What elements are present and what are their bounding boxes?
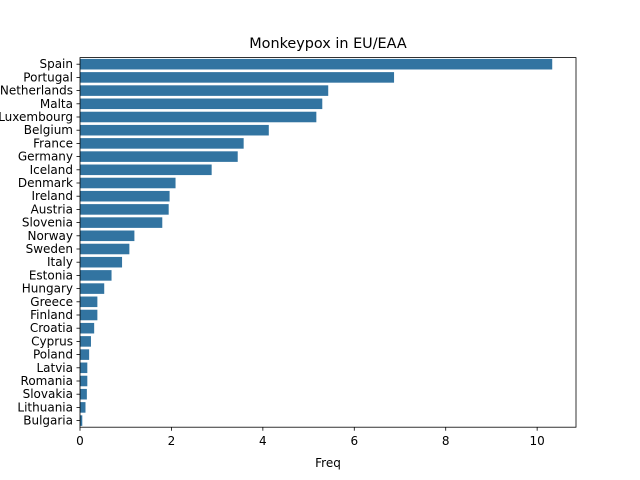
- y-tick-label: Finland: [30, 308, 73, 322]
- y-tick-label: Spain: [39, 57, 73, 71]
- bar-malta: [80, 98, 323, 110]
- x-axis-ticks: 0 2 4 6 8 10: [76, 427, 545, 448]
- y-tick-label: Denmark: [18, 176, 73, 190]
- y-tick-label: Malta: [40, 97, 73, 111]
- x-axis-label: Freq: [315, 456, 341, 470]
- y-tick-label: Bulgaria: [23, 414, 73, 428]
- y-tick-label: Norway: [27, 229, 73, 243]
- y-tick-label: Greece: [30, 295, 73, 309]
- bar-hungary: [80, 283, 105, 294]
- y-tick-label: Romania: [21, 374, 73, 388]
- bar-greece: [80, 296, 98, 308]
- x-tick-label: 4: [259, 434, 267, 448]
- y-tick-label: Austria: [31, 202, 73, 216]
- bar-slovenia: [80, 217, 163, 228]
- y-tick-label: Portugal: [23, 70, 73, 84]
- bar-belgium: [80, 124, 269, 136]
- y-tick-label: Slovakia: [23, 387, 73, 401]
- bar-ireland: [80, 190, 170, 202]
- bar-netherlands: [80, 85, 329, 96]
- y-tick-label: Latvia: [36, 361, 73, 375]
- y-tick-label: Ireland: [31, 189, 73, 203]
- y-tick-label: Slovenia: [22, 216, 73, 230]
- bar-romania: [80, 375, 88, 387]
- x-tick-label: 8: [442, 434, 450, 448]
- chart-title: Monkeypox in EU/EAA: [249, 36, 407, 52]
- bar-iceland: [80, 164, 212, 176]
- bar-latvia: [80, 362, 88, 374]
- y-tick-label: Hungary: [22, 282, 73, 296]
- bar-portugal: [80, 72, 395, 83]
- axes-frame: [79, 57, 577, 428]
- y-tick-label: Lithuania: [17, 400, 73, 414]
- y-tick-label: Germany: [18, 150, 73, 164]
- bar-norway: [80, 230, 135, 242]
- y-tick-label: Cyprus: [31, 334, 73, 348]
- bar-croatia: [80, 322, 95, 334]
- y-axis-ticks: SpainPortugalNetherlandsMaltaLuxembourgB…: [0, 57, 80, 428]
- bar-france: [80, 138, 244, 149]
- bar-poland: [80, 349, 90, 360]
- x-tick-label: 2: [168, 434, 176, 448]
- bars-group: [80, 58, 553, 426]
- y-tick-label: Poland: [33, 348, 73, 362]
- y-tick-label: Iceland: [30, 163, 73, 177]
- y-tick-label: Italy: [47, 255, 73, 269]
- bar-finland: [80, 309, 98, 321]
- x-tick-label: 10: [530, 434, 545, 448]
- bar-estonia: [80, 270, 112, 281]
- bar-spain: [80, 58, 553, 70]
- bar-italy: [80, 256, 123, 268]
- bar-slovakia: [80, 388, 87, 400]
- bar-austria: [80, 204, 169, 215]
- x-tick-label: 6: [350, 434, 358, 448]
- x-tick-label: 0: [76, 434, 84, 448]
- y-tick-label: Estonia: [29, 268, 73, 282]
- y-tick-label: Belgium: [24, 123, 73, 137]
- y-tick-label: France: [33, 136, 73, 150]
- y-tick-label: Netherlands: [0, 84, 73, 98]
- bar-germany: [80, 151, 238, 162]
- bar-lithuania: [80, 402, 86, 413]
- bar-cyprus: [80, 336, 91, 347]
- y-tick-label: Croatia: [30, 321, 73, 335]
- bar-bulgaria: [80, 415, 83, 426]
- bar-luxembourg: [80, 111, 317, 123]
- y-tick-label: Sweden: [26, 242, 73, 256]
- bar-sweden: [80, 243, 130, 255]
- y-tick-label: Luxembourg: [0, 110, 73, 124]
- plot-area-border: [79, 57, 577, 428]
- bar-denmark: [80, 177, 176, 189]
